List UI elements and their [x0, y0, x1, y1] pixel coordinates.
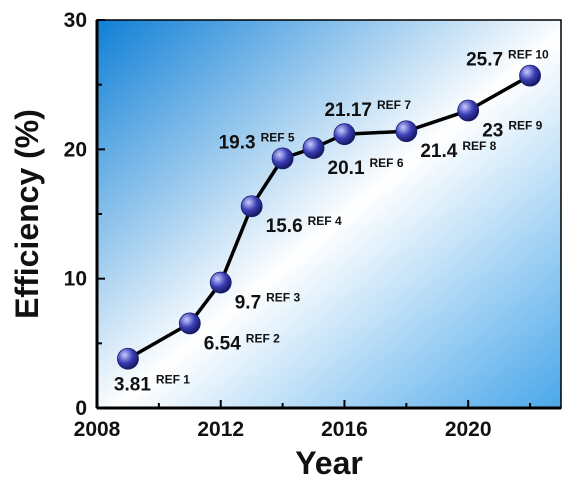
- data-label-value: 19.3: [219, 132, 256, 153]
- data-label-value: 23: [482, 121, 503, 142]
- data-label-value: 20.1: [328, 158, 365, 179]
- data-label: 20.1 REF 6: [328, 156, 404, 179]
- data-label-value: 25.7: [466, 50, 503, 71]
- data-label: 21.4 REF 8: [420, 139, 496, 162]
- data-point-marker: [240, 195, 263, 218]
- x-tick-label: 2016: [321, 418, 368, 441]
- data-label-ref: REF 9: [508, 119, 542, 133]
- data-label: 25.7 REF 10: [466, 48, 549, 71]
- data-label-ref: REF 3: [266, 291, 300, 305]
- data-label-value: 21.4: [420, 141, 457, 162]
- data-markers: [117, 64, 541, 370]
- y-tick-label: 30: [64, 9, 87, 32]
- data-label-value: 3.81: [114, 375, 151, 396]
- data-label-ref: REF 2: [246, 331, 280, 345]
- data-point-marker: [333, 123, 356, 146]
- data-point-marker: [117, 347, 139, 370]
- data-label-ref: REF 5: [261, 130, 295, 144]
- data-label-ref: REF 8: [462, 139, 496, 153]
- data-point-marker: [457, 99, 480, 122]
- y-tick-label: 10: [64, 268, 87, 291]
- tick-labels: 0 10 20 30 2008 2012 2016 2020: [64, 9, 492, 441]
- data-label: 19.3 REF 5: [219, 130, 295, 153]
- data-label-value: 15.6: [266, 216, 303, 237]
- data-label-ref: REF 4: [308, 214, 342, 228]
- data-point-marker: [178, 312, 201, 335]
- data-label-value: 6.54: [204, 333, 241, 354]
- data-label-ref: REF 6: [370, 156, 404, 170]
- data-label: 6.54 REF 2: [204, 331, 280, 354]
- data-label: 9.7 REF 3: [235, 291, 301, 314]
- plot-background: [97, 20, 561, 408]
- y-tick-label: 20: [64, 138, 87, 161]
- y-tick-label: 0: [75, 397, 87, 420]
- data-label: 15.6 REF 4: [266, 214, 342, 237]
- tick-marks: [96, 19, 532, 409]
- data-point-marker: [519, 64, 541, 87]
- x-tick-label: 2008: [74, 418, 121, 441]
- data-label: 23 REF 9: [482, 119, 542, 142]
- data-label: 21.17 REF 7: [324, 98, 411, 121]
- data-label-value: 21.17: [324, 100, 372, 121]
- x-axis-title: Year: [295, 445, 363, 479]
- data-point-marker: [271, 147, 294, 170]
- data-point-marker: [209, 271, 232, 294]
- y-axis-title: Efficiency (%): [9, 109, 45, 319]
- data-labels: 3.81 REF 1 6.54 REF 2 9.7 REF 3 15.6 REF 4 19.3 R…: [114, 48, 549, 396]
- data-label: 3.81 REF 1: [114, 373, 190, 396]
- data-point-marker: [302, 137, 325, 159]
- data-label-ref: REF 10: [508, 48, 549, 62]
- data-label-ref: REF 7: [377, 98, 411, 112]
- data-label-ref: REF 1: [156, 373, 190, 387]
- data-label-value: 9.7: [235, 293, 261, 314]
- x-tick-label: 2020: [445, 418, 492, 441]
- efficiency-line: [127, 74, 531, 361]
- data-point-marker: [395, 120, 418, 143]
- series-line: [127, 74, 531, 361]
- x-tick-label: 2012: [197, 418, 244, 441]
